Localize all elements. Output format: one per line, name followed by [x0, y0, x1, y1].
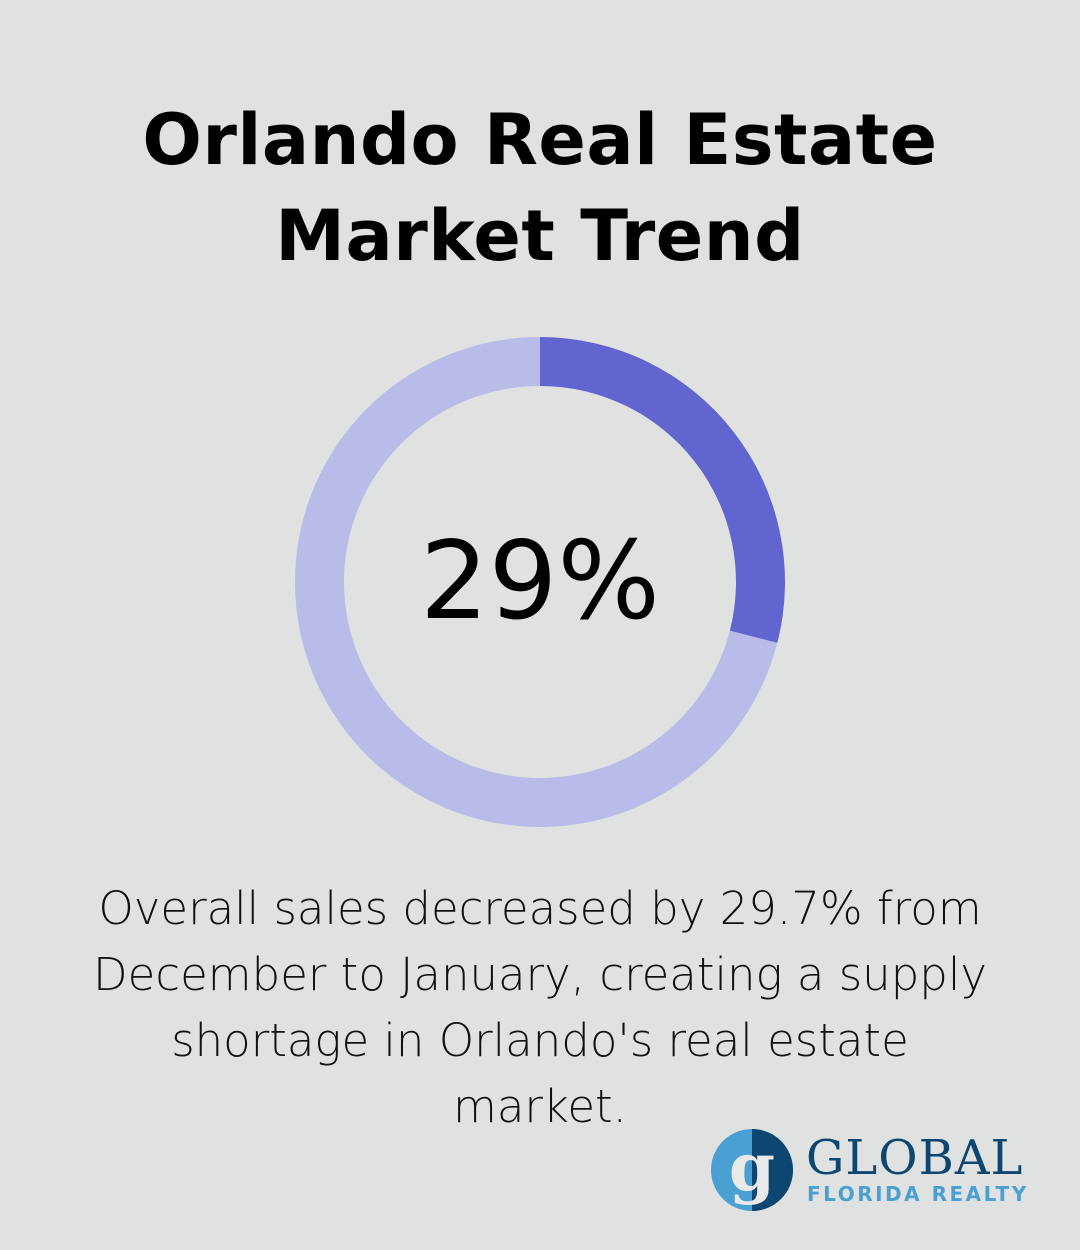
- logo-word: GLOBAL: [806, 1130, 1024, 1186]
- logo-subtitle: FLORIDA REALTY: [807, 1182, 1029, 1206]
- description-text: Overall sales decreased by 29.7% from De…: [93, 882, 987, 1133]
- donut-chart: [294, 337, 785, 827]
- page-title: Orlando Real Estate Market Trend: [142, 99, 938, 277]
- logo-g-emblem-icon: g: [711, 1128, 793, 1211]
- global-florida-realty-logo: g GLOBAL FLORIDA REALTY: [710, 1128, 1050, 1212]
- svg-text:g: g: [729, 1128, 775, 1206]
- center-percentage-label: 29%: [419, 519, 661, 644]
- donut-slice-value: [540, 337, 785, 643]
